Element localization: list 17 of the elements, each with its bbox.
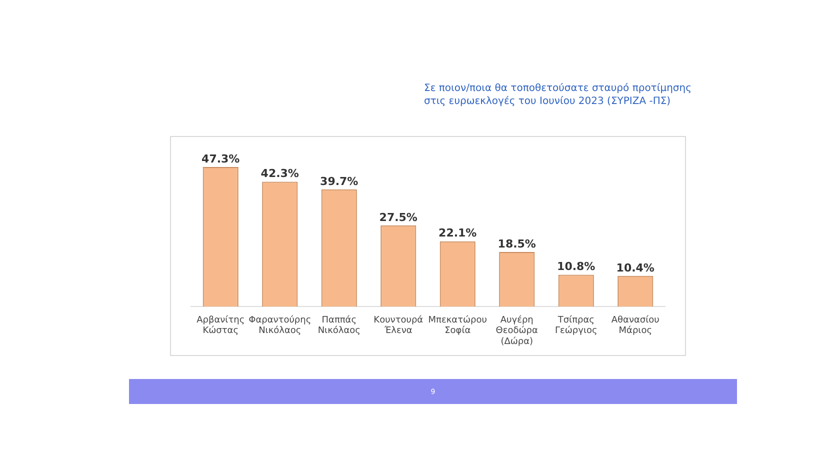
data-label: 22.1%	[438, 226, 477, 240]
data-label: 42.3%	[260, 167, 299, 180]
data-label: 10.4%	[616, 261, 654, 274]
x-tick-label: Τσίπρας Γεώργιος	[554, 314, 598, 336]
x-tick-label: Παππάς Νικόλαος	[318, 314, 360, 336]
chart-title: Σε ποιον/ποια θα τοποθετούσατε σταυρό προτίμησης στις ευρωεκλογές του Ιουνίου 2023 (ΣΥΡΙΖΑ -ΠΣ)	[424, 82, 692, 108]
x-tick-label: Αθανασίου Μάριος	[611, 314, 660, 336]
x-tick-label: Αυγέρη Θεοδώρα (Δώρα)	[496, 314, 538, 347]
data-label: 39.7%	[320, 174, 358, 188]
data-label: 10.8%	[557, 260, 596, 274]
x-tick-label: Αρβανίτης Κώστας	[196, 314, 245, 336]
data-label: 47.3%	[202, 152, 240, 166]
x-tick-label: Μπεκατώρου Σοφία	[428, 314, 487, 336]
data-label: 27.5%	[379, 210, 418, 224]
x-tick-label: Φαραντούρης Νικόλαος	[248, 314, 312, 336]
x-tick-label: Κουντουρά Έλενα	[374, 314, 424, 336]
data-label: 18.5%	[498, 237, 536, 250]
